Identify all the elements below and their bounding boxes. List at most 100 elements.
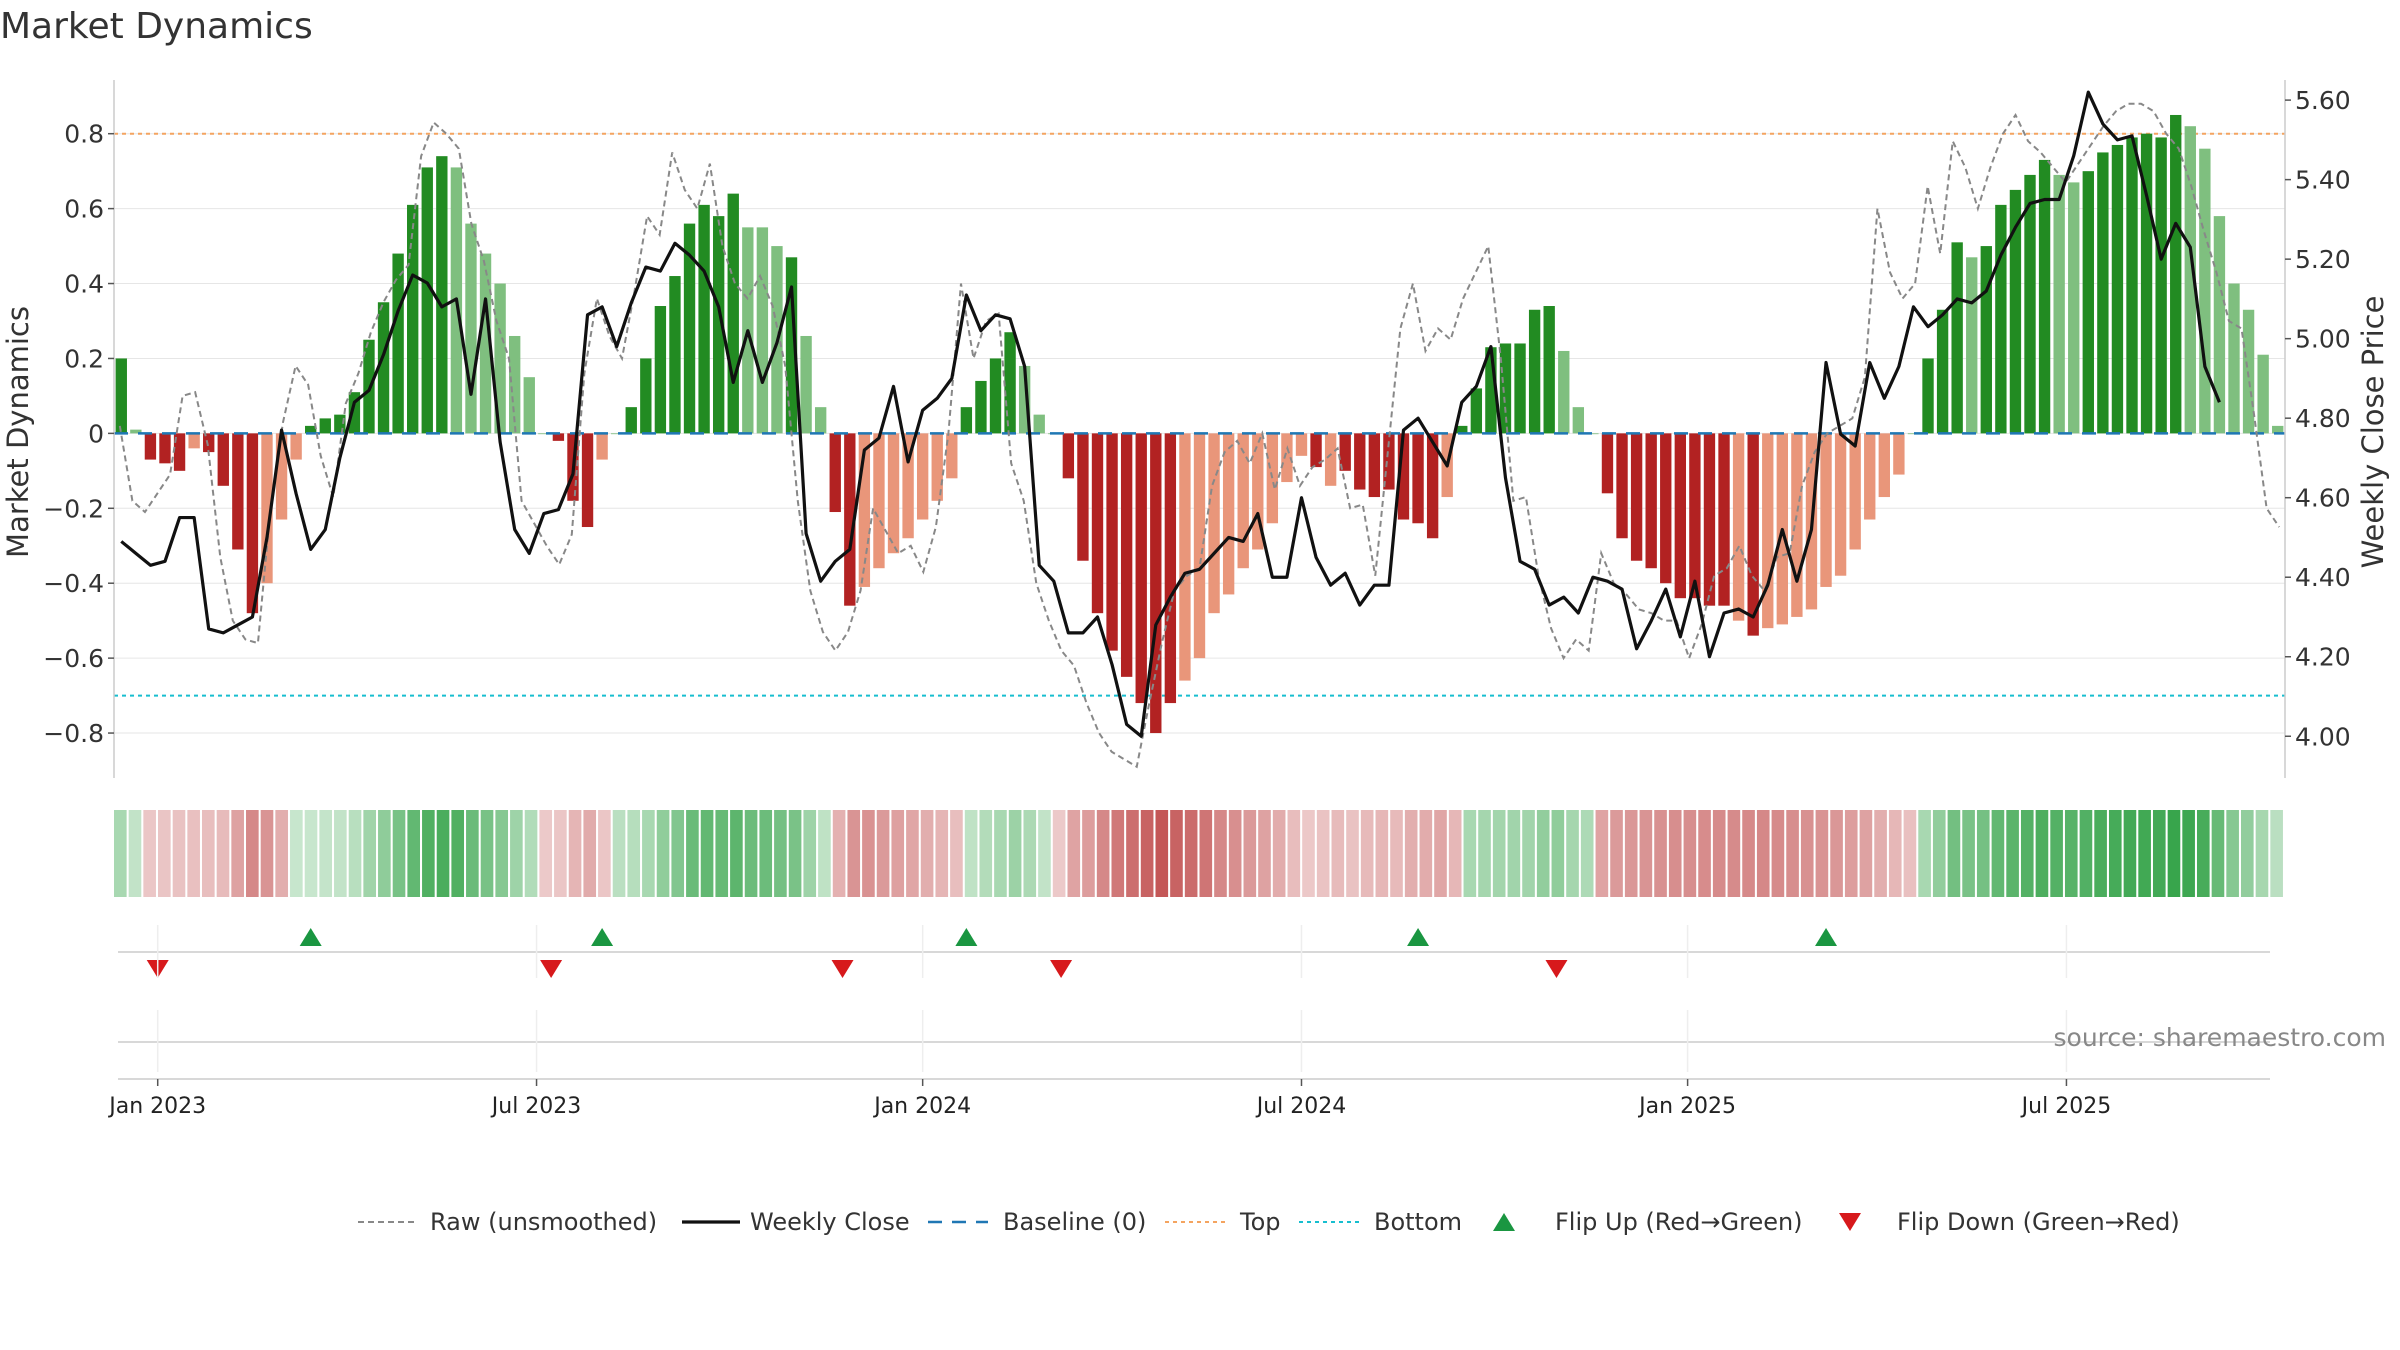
bar-70 <box>1135 433 1147 704</box>
bar-120 <box>1864 433 1876 520</box>
heat-cell-55 <box>920 810 934 897</box>
bar-20 <box>407 204 419 434</box>
heat-cell-54 <box>906 810 919 897</box>
bar-74 <box>1193 433 1206 659</box>
bar-2 <box>144 433 157 460</box>
right-tick-label-3: 4.60 <box>2295 484 2351 513</box>
bar-94 <box>1485 347 1497 434</box>
bar-66 <box>1077 433 1089 561</box>
heat-cell-20 <box>407 810 420 897</box>
legend-label-close: Weekly Close <box>750 1208 910 1236</box>
bar-122 <box>1893 433 1905 475</box>
bar-132 <box>2038 159 2051 434</box>
bar-27 <box>509 335 521 434</box>
heat-cell-57 <box>950 810 963 897</box>
heat-cell-119 <box>1859 810 1873 897</box>
heat-cell-123 <box>1918 810 1931 897</box>
heat-cell-22 <box>436 810 450 897</box>
heat-cell-135 <box>2094 810 2107 897</box>
heat-cell-68 <box>1111 810 1125 897</box>
heat-cell-25 <box>480 810 494 897</box>
heat-cell-114 <box>1786 810 1799 897</box>
heat-cell-24 <box>466 810 479 897</box>
heat-cell-69 <box>1126 810 1139 897</box>
bar-36 <box>640 358 652 434</box>
bar-117 <box>1820 433 1832 587</box>
heat-cell-125 <box>1947 810 1961 897</box>
flip-down-marker-2 <box>831 960 854 978</box>
bar-92 <box>1456 425 1468 434</box>
right-tick-label-2: 4.40 <box>2295 563 2351 592</box>
heat-cell-97 <box>1536 810 1550 897</box>
heat-cell-105 <box>1654 810 1667 897</box>
heat-cell-143 <box>2211 810 2225 897</box>
heat-cell-26 <box>495 810 509 897</box>
bar-131 <box>2024 174 2036 434</box>
heat-cell-21 <box>422 810 435 897</box>
heat-cell-111 <box>1742 810 1755 897</box>
bar-50 <box>844 433 856 606</box>
left-tick-label-5: 0.2 <box>64 344 104 373</box>
heat-cell-132 <box>2050 810 2063 897</box>
bar-48 <box>814 407 827 434</box>
heat-cell-36 <box>642 810 655 897</box>
heat-cell-138 <box>2138 810 2151 897</box>
right-tick-label-1: 4.20 <box>2295 643 2351 672</box>
heat-cell-113 <box>1771 810 1785 897</box>
heat-cell-87 <box>1390 810 1403 897</box>
heat-cell-124 <box>1932 810 1946 897</box>
bar-85 <box>1354 433 1366 490</box>
bar-68 <box>1106 433 1118 651</box>
x-tick-label-1: Jul 2023 <box>490 1094 582 1119</box>
bar-14 <box>319 418 331 434</box>
heat-cell-108 <box>1698 810 1711 897</box>
heat-cell-8 <box>231 810 244 897</box>
bar-52 <box>873 433 885 569</box>
bar-77 <box>1237 433 1249 569</box>
bar-3 <box>159 433 171 464</box>
bar-119 <box>1849 433 1861 550</box>
bar-103 <box>1616 433 1628 539</box>
legend-flip-up-marker <box>1493 1213 1515 1231</box>
bar-84 <box>1339 433 1351 471</box>
heat-cell-14 <box>319 810 332 897</box>
x-tick-label-0: Jan 2023 <box>107 1094 206 1119</box>
bar-33 <box>596 433 608 460</box>
heat-cell-2 <box>143 810 156 897</box>
heat-cell-144 <box>2226 810 2239 897</box>
bar-141 <box>2170 114 2182 434</box>
bar-124 <box>1922 358 1934 434</box>
right-tick-label-5: 5.00 <box>2295 325 2351 354</box>
bar-127 <box>1966 257 1978 434</box>
heat-cell-145 <box>2240 810 2254 897</box>
x-axis-ticks: Jan 2023 Jul 2023 Jan 2024 Jul 2024 Jan 2025… <box>107 925 2111 1119</box>
bar-9 <box>246 433 259 614</box>
heat-cell-82 <box>1316 810 1330 897</box>
flip-up-marker-0 <box>299 928 322 946</box>
heat-cell-133 <box>2064 810 2078 897</box>
legend-flip-down-marker <box>1839 1213 1861 1231</box>
bar-140 <box>2155 137 2167 434</box>
heat-cell-1 <box>128 810 142 897</box>
bar-42 <box>727 193 739 434</box>
left-tick-label-8: 0.8 <box>64 120 104 149</box>
heat-cell-147 <box>2270 810 2283 897</box>
heat-cell-88 <box>1404 810 1418 897</box>
heat-cell-102 <box>1610 810 1623 897</box>
left-tick-label-1: −0.6 <box>43 644 104 673</box>
bar-62 <box>1018 365 1031 434</box>
bar-1 <box>130 429 142 434</box>
heat-cell-50 <box>847 810 861 897</box>
heat-cell-116 <box>1815 810 1829 897</box>
heat-cell-56 <box>935 810 949 897</box>
bar-102 <box>1601 433 1614 494</box>
heat-cell-121 <box>1888 810 1902 897</box>
bar-89 <box>1412 433 1424 524</box>
bar-55 <box>916 433 929 520</box>
bar-134 <box>2068 182 2080 434</box>
heat-cell-109 <box>1712 810 1726 897</box>
bar-107 <box>1674 433 1686 599</box>
bar-86 <box>1368 433 1381 498</box>
left-tick-label-0: −0.8 <box>43 719 104 748</box>
heat-cell-101 <box>1595 810 1609 897</box>
